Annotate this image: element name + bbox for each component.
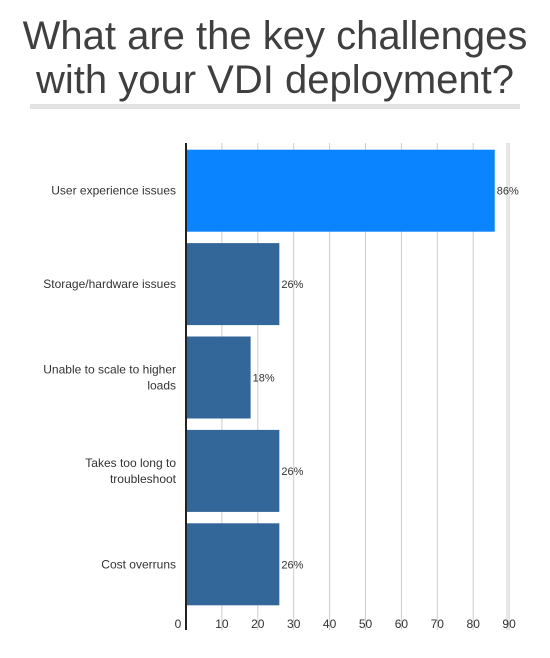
category-label-line: User experience issues (51, 184, 176, 198)
x-tick-label: 20 (251, 617, 265, 631)
category-label-line: Takes too long to (85, 456, 176, 470)
bar-4 (186, 523, 280, 606)
category-labels: User experience issues Storage/hardware i… (43, 184, 176, 572)
category-label-line: Unable to scale to higher (43, 363, 176, 377)
x-tick-label: 40 (323, 617, 337, 631)
category-label-line: Storage/hardware issues (43, 277, 176, 291)
category-label: Cost overruns (101, 557, 176, 571)
x-axis-tick-labels: 0 10 20 30 40 50 60 70 80 90 (175, 617, 516, 631)
x-tick-label: 10 (215, 617, 229, 631)
x-tick-label: 0 (175, 617, 182, 631)
category-label: User experience issues (51, 184, 176, 198)
value-label: 26% (281, 466, 303, 478)
bar-1 (186, 243, 280, 326)
value-labels: 86% 26% 18% 26% 26% (253, 186, 519, 572)
value-label: 86% (497, 186, 519, 198)
chart-title: What are the key challenges with your VD… (0, 14, 550, 102)
bar-3 (186, 429, 280, 512)
bar-2 (186, 336, 251, 419)
title-divider (30, 104, 520, 109)
bars (186, 149, 495, 606)
x-tick-label: 30 (287, 617, 301, 631)
x-tick-label: 60 (395, 617, 409, 631)
x-tick-label: 80 (467, 617, 481, 631)
chart-title-line-2: with your VDI deployment? (35, 58, 514, 102)
category-label-line: Cost overruns (101, 557, 176, 571)
category-label: Takes too long to troubleshoot (85, 456, 176, 486)
category-label: Unable to scale to higher loads (43, 363, 176, 393)
bar-0 (186, 149, 495, 232)
chart-title-line-1: What are the key challenges (22, 14, 528, 58)
category-label-line: troubleshoot (110, 472, 177, 486)
value-label: 18% (253, 373, 275, 385)
category-label: Storage/hardware issues (43, 277, 176, 291)
category-label-line: loads (147, 379, 176, 393)
x-tick-label: 50 (359, 617, 373, 631)
x-tick-label: 70 (431, 617, 445, 631)
value-label: 26% (281, 559, 303, 571)
x-tick-label: 90 (502, 617, 516, 631)
value-label: 26% (281, 279, 303, 291)
